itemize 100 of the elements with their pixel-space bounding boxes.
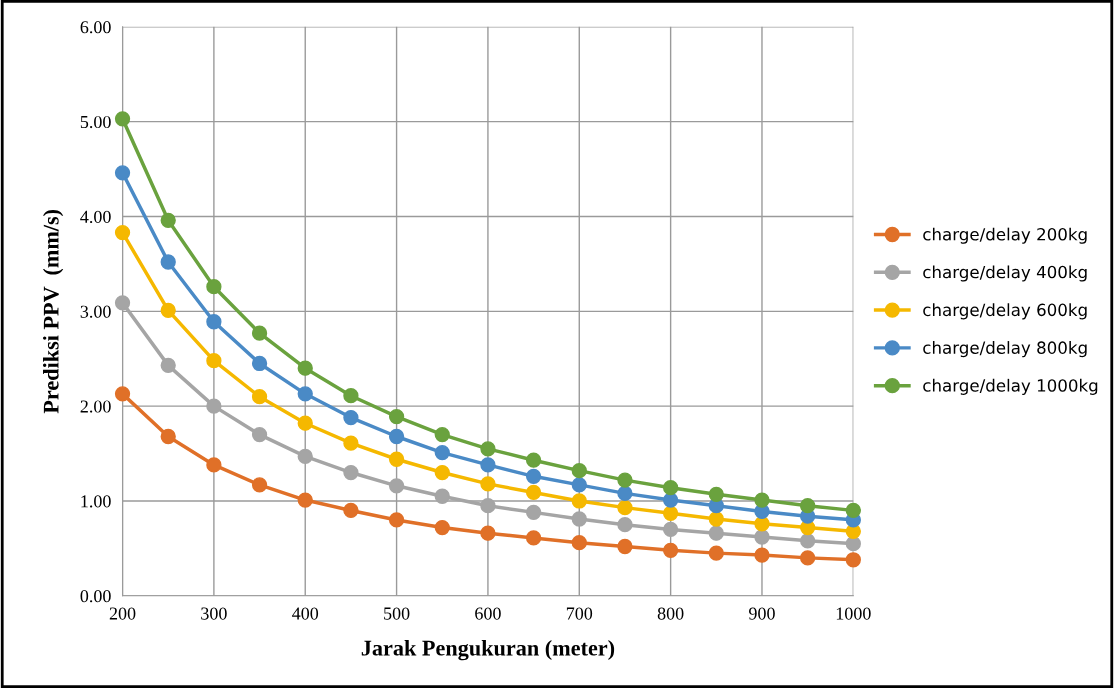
y-axis-title: Prediksi PPV (mm/s): [43, 209, 64, 414]
y-tick-label: 4.00: [80, 210, 111, 224]
point: [708, 511, 724, 527]
point: [480, 498, 496, 514]
point: [845, 502, 861, 519]
point: [571, 511, 587, 527]
point: [206, 457, 222, 473]
y-tick-label: 1.00: [81, 495, 111, 508]
point: [800, 498, 816, 514]
x-tick-label: 1000: [836, 607, 871, 620]
point: [617, 538, 633, 555]
point: [434, 488, 450, 504]
point: [480, 441, 496, 457]
point: [525, 504, 542, 520]
point: [114, 111, 131, 127]
point: [617, 517, 633, 533]
point: [114, 224, 131, 241]
point: [206, 314, 222, 330]
point: [800, 550, 816, 566]
x-tick-label: 800: [657, 607, 684, 620]
point: [251, 477, 268, 493]
point: [160, 302, 176, 319]
point: [754, 529, 770, 545]
point: [571, 462, 587, 479]
point: [160, 357, 176, 374]
point: [388, 478, 405, 494]
y-tick-label: 2.00: [80, 400, 111, 413]
point: [708, 545, 724, 561]
point: [160, 212, 176, 228]
point: [251, 426, 268, 443]
y-tick-label: 3.00: [80, 305, 111, 318]
point: [434, 519, 450, 536]
point: [662, 521, 679, 538]
y-tick-label: 6.00: [80, 21, 111, 34]
point: [434, 464, 450, 481]
point: [662, 492, 679, 508]
x-axis-title: Jarak Pengukuran (meter): [361, 639, 615, 661]
point: [343, 464, 359, 481]
point: [571, 493, 587, 509]
x-tick-label: 900: [749, 607, 775, 620]
point: [800, 533, 816, 549]
y-tick-label: 0.00: [80, 590, 111, 603]
point: [617, 472, 633, 488]
point: [754, 547, 770, 563]
point: [617, 485, 633, 502]
legend-label: charge/delay 400kg: [923, 265, 1087, 282]
point: [388, 408, 405, 425]
x-tick-label: 300: [201, 607, 227, 620]
point: [525, 468, 542, 484]
legend-label: charge/delay 1000kg: [923, 378, 1098, 395]
point: [708, 486, 724, 502]
point: [206, 352, 222, 369]
point: [114, 165, 131, 181]
point: [297, 386, 313, 402]
point: [525, 484, 542, 501]
point: [297, 415, 313, 431]
x-tick-label: 500: [384, 607, 410, 620]
point: [662, 505, 679, 521]
legend-label: charge/delay 800kg: [923, 341, 1087, 358]
point: [343, 409, 359, 426]
point: [114, 295, 131, 311]
point: [754, 492, 770, 508]
x-tick-label: 600: [475, 607, 501, 620]
point: [160, 428, 176, 445]
legend-label: charge/delay 200kg: [923, 227, 1087, 244]
point: [480, 476, 496, 492]
point: [388, 428, 405, 445]
point: [297, 448, 313, 465]
point: [160, 254, 176, 270]
point: [206, 398, 222, 414]
point: [525, 530, 542, 546]
point: [388, 451, 405, 467]
point: [662, 480, 679, 496]
x-tick-label: 400: [292, 607, 319, 620]
point: [480, 525, 496, 541]
point: [571, 477, 587, 493]
point: [525, 452, 542, 468]
point: [343, 502, 359, 519]
point: [571, 535, 587, 551]
point: [388, 512, 405, 528]
point: [708, 525, 724, 541]
point: [251, 389, 268, 405]
point: [662, 542, 679, 558]
point: [297, 360, 313, 376]
x-tick-label: 700: [566, 607, 593, 620]
point: [114, 386, 131, 402]
y-tick-label: 5.00: [80, 115, 111, 129]
point: [297, 492, 313, 508]
point: [434, 444, 450, 461]
point: [845, 552, 861, 568]
point: [480, 457, 496, 473]
x-tick-label: 200: [109, 607, 136, 620]
point: [343, 435, 359, 451]
legend-label: charge/delay 600kg: [923, 303, 1087, 320]
point: [206, 279, 222, 295]
point: [251, 325, 268, 341]
point: [343, 388, 359, 404]
point: [617, 499, 633, 516]
point: [434, 426, 450, 443]
point: [251, 355, 268, 372]
